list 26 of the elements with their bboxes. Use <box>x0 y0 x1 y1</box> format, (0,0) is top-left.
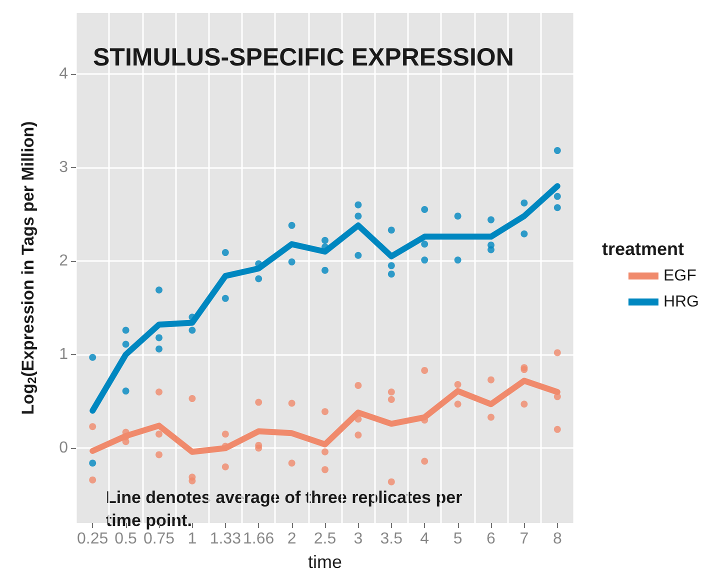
x-tick-label: 3 <box>354 530 363 548</box>
x-tick-label: 0.5 <box>114 530 138 548</box>
x-tick-label: 1 <box>188 530 197 548</box>
x-tick-label: 2.5 <box>314 530 336 548</box>
y-tick-label: 0 <box>59 440 68 457</box>
y-tick-label: 3 <box>59 158 68 176</box>
x-tick-label: 3.5 <box>380 530 403 548</box>
x-tick-label: 1.66 <box>243 530 274 548</box>
x-axis-title: time <box>308 552 342 572</box>
legend-label: EGF <box>663 268 697 284</box>
y-axis-title: Log2(Expression in Tags per Million) <box>18 121 39 415</box>
y-tick-label: 2 <box>59 252 68 270</box>
x-tick-label: 5 <box>453 530 462 548</box>
x-tick-label: 2 <box>287 530 296 548</box>
text: STIMULUS-SPECIFIC EXPRESSION <box>93 44 514 72</box>
x-tick-label: 4 <box>420 530 430 548</box>
x-tick-label: 7 <box>520 530 529 548</box>
x-tick-label: 6 <box>486 530 496 548</box>
legend-label: HRG <box>663 294 700 310</box>
x-tick-label: 1.33 <box>210 530 242 548</box>
x-tick-label: 8 <box>552 530 562 548</box>
y-tick-label: 4 <box>59 65 68 82</box>
y-tick-label: 1 <box>59 346 68 364</box>
legend-title: treatment <box>602 239 684 259</box>
x-tick-label: 0.25 <box>77 530 108 548</box>
x-tick-label: 0.75 <box>143 530 175 548</box>
